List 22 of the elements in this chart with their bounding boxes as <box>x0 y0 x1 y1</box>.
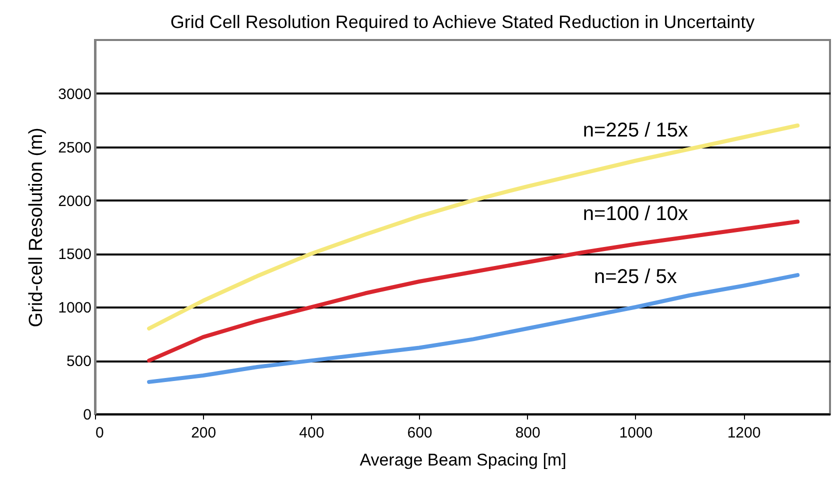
x-tick-label: 0 <box>96 424 104 442</box>
chart-title: Grid Cell Resolution Required to Achieve Stated Reduction in Uncertainty <box>170 12 755 32</box>
series-label: n=25 / 5x <box>594 266 677 288</box>
x-tick-label: 1200 <box>727 424 761 442</box>
x-tick-label: 600 <box>407 424 432 442</box>
y-tick-label: 0 <box>83 406 92 424</box>
y-tick-label: 1500 <box>58 246 92 264</box>
y-tick-label: 2500 <box>58 139 92 156</box>
x-tick-label: 400 <box>299 424 324 442</box>
y-tick-label: 1000 <box>58 300 92 317</box>
x-tick-label: 800 <box>515 424 540 442</box>
series-label: n=225 / 15x <box>582 120 688 142</box>
line-series <box>147 123 800 331</box>
series-label: n=100 / 10x <box>582 203 688 226</box>
line-series <box>147 220 800 363</box>
x-axis-title: Average Beam Spacing [m] <box>360 450 566 470</box>
y-tick-label: 2000 <box>58 192 92 210</box>
y-tick-label: 3000 <box>58 86 92 103</box>
x-tick-label: 1000 <box>619 424 653 442</box>
x-tick-label: 200 <box>191 424 216 442</box>
y-tick-label: 500 <box>66 353 92 370</box>
y-axis-title: Grid-cell Resolution (m) <box>26 128 48 328</box>
